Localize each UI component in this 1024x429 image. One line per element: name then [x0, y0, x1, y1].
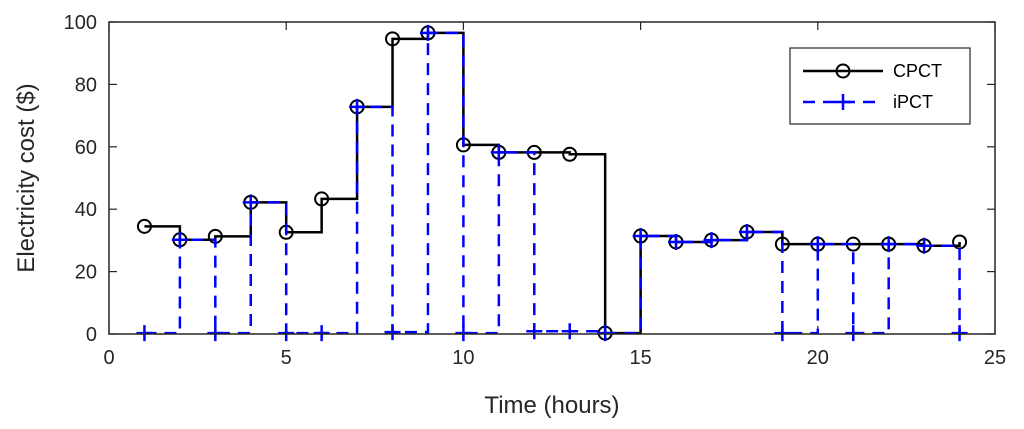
data-point-ipct: [880, 236, 897, 253]
data-point-ipct: [809, 236, 826, 253]
data-point-ipct: [597, 325, 614, 342]
axes-box: [108, 21, 996, 335]
data-point-cpct: [385, 31, 401, 47]
data-point-ipct: [561, 323, 578, 340]
legend-label-ipct: iPCT: [893, 92, 933, 112]
y-tick-label: 0: [86, 324, 97, 346]
legend-label-cpct: CPCT: [893, 61, 942, 81]
data-point-ipct: [951, 325, 968, 342]
series-layer: [136, 24, 968, 342]
data-point-ipct: [526, 323, 543, 340]
data-point-ipct: [278, 325, 295, 342]
y-tick-label: 40: [75, 199, 97, 221]
axis-ticks: 0 5 10 15 20 25 0 20 40 60 80 100: [64, 12, 1007, 369]
data-point-ipct: [916, 237, 933, 254]
data-point-ipct: [419, 24, 436, 41]
data-point-ipct: [171, 231, 188, 248]
data-point-ipct: [632, 228, 649, 245]
data-point-ipct: [384, 324, 401, 341]
data-point-cpct: [136, 218, 152, 234]
data-point-ipct: [774, 325, 791, 342]
y-axis-label: Electricity cost ($): [13, 83, 40, 272]
data-point-ipct: [738, 223, 755, 240]
x-tick-label: 15: [629, 347, 651, 369]
data-point-ipct: [455, 325, 472, 342]
x-tick-label: 5: [281, 347, 292, 369]
legend-marker-cpct: [835, 63, 851, 79]
legend-marker-ipct: [835, 94, 851, 110]
data-point-ipct: [703, 232, 720, 249]
data-point-ipct: [207, 325, 224, 342]
data-point-ipct: [490, 144, 507, 161]
legend-box: [789, 47, 971, 125]
x-tick-label: 10: [452, 347, 474, 369]
legend: CPCT iPCT: [789, 47, 971, 125]
y-tick-label: 60: [75, 137, 97, 159]
data-point-ipct: [242, 194, 259, 211]
x-tick-label: 0: [103, 347, 114, 369]
y-tick-label: 80: [75, 74, 97, 96]
data-point-cpct: [562, 146, 578, 162]
data-point-ipct: [668, 233, 685, 250]
data-point-ipct: [349, 98, 366, 115]
data-point-cpct: [314, 191, 330, 207]
x-tick-label: 20: [807, 347, 829, 369]
series-ipct: [136, 24, 968, 342]
data-point-ipct: [136, 325, 153, 342]
x-axis-label: Time (hours): [484, 392, 619, 419]
y-tick-label: 20: [75, 262, 97, 284]
data-point-ipct: [313, 325, 330, 342]
data-point-ipct: [845, 325, 862, 342]
x-tick-label: 25: [984, 347, 1006, 369]
y-tick-label: 100: [64, 12, 97, 34]
